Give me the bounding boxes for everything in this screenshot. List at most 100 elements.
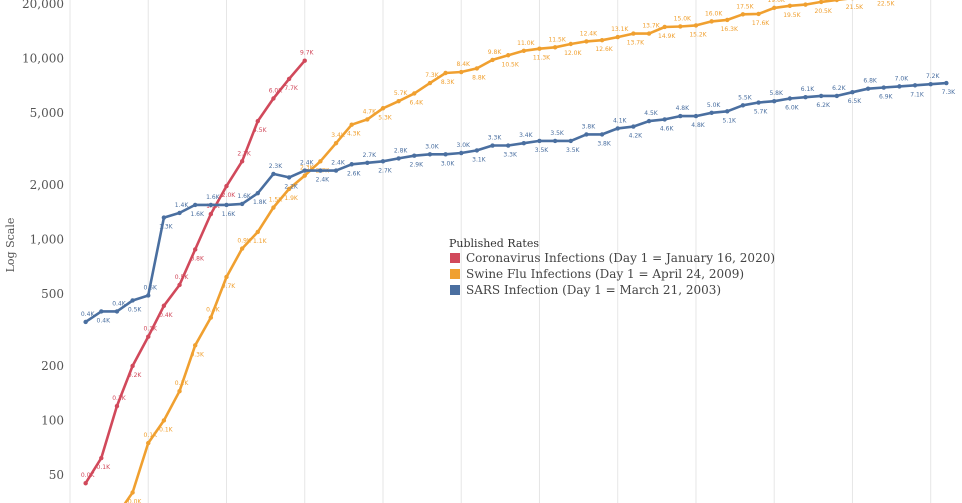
data-label: 9.8K (488, 49, 503, 56)
data-point (146, 293, 151, 298)
data-label: 3.0K (441, 160, 456, 167)
data-label: 0.5K (128, 306, 143, 313)
data-point (208, 202, 214, 208)
data-label: 8.8K (472, 74, 487, 81)
data-label: 13.7K (627, 40, 645, 47)
data-label: 3.1K (472, 156, 487, 163)
data-label: 6.2K (832, 85, 847, 92)
data-label: 4.8K (676, 105, 691, 112)
data-label: 12.0K (564, 50, 582, 57)
data-label: 1.6K (206, 194, 221, 201)
data-label: 7.3K (425, 72, 440, 79)
data-label: 4.3K (347, 131, 362, 138)
data-point (302, 173, 307, 178)
data-label: 1.5K (269, 197, 284, 204)
data-label: 13.7K (642, 23, 660, 30)
data-point (224, 183, 229, 189)
data-label: 5.5K (738, 94, 753, 101)
data-label: 2.4K (331, 160, 346, 167)
data-point (255, 229, 260, 235)
data-point (146, 440, 151, 446)
data-point (772, 98, 777, 104)
data-point (678, 24, 683, 29)
data-label: 4.1K (613, 117, 628, 124)
data-label: 15.2K (689, 31, 707, 38)
data-point (333, 168, 339, 173)
data-point (177, 282, 182, 288)
data-label: 3.4K (519, 132, 534, 139)
data-point (427, 152, 433, 157)
data-point (380, 159, 386, 164)
data-label: 2.4K (316, 177, 331, 184)
data-point (537, 46, 542, 51)
data-label: 4.7K (363, 108, 378, 115)
data-point (255, 118, 260, 124)
data-point (208, 211, 214, 217)
data-point (803, 95, 808, 100)
data-label: 6.2K (816, 102, 831, 109)
data-label: 13.1K (611, 26, 629, 33)
series-1: 0.0K0.1K0.1K0.2K0.3K0.4K0.5K0.8K1.3K2.0K… (81, 50, 315, 486)
data-label: 4.2K (629, 133, 644, 140)
data-label: 19.5K (783, 12, 801, 19)
data-point (318, 168, 323, 173)
data-label: 1.6K (190, 211, 205, 218)
data-label: 0.4K (97, 317, 112, 324)
data-point (443, 70, 448, 76)
data-point (239, 201, 245, 207)
y-tick-label: 20,000 (22, 0, 64, 11)
data-label: 3.5K (566, 147, 581, 154)
data-label: 6.0K (269, 88, 284, 95)
data-point (928, 81, 933, 87)
legend-swatch (450, 269, 460, 279)
y-tick-label: 500 (41, 287, 64, 301)
data-point (678, 113, 683, 119)
data-label: 0.5K (144, 284, 159, 291)
data-point (662, 24, 667, 30)
data-point (834, 0, 840, 3)
data-label: 21.5K (846, 4, 864, 11)
data-label: 11.5K (548, 36, 566, 43)
data-point (412, 153, 417, 158)
data-label: 2.4K (300, 160, 315, 167)
data-label: 6.4K (410, 99, 425, 106)
data-label: 0.5K (175, 274, 190, 281)
data-point (130, 490, 135, 495)
data-label: 1.6K (222, 211, 237, 218)
data-point (271, 171, 276, 177)
data-label: 2.6K (347, 170, 362, 177)
data-label: 0.4K (112, 300, 127, 307)
data-point (208, 315, 214, 320)
data-point (693, 113, 699, 119)
data-point (255, 190, 260, 196)
data-label: 1.3K (206, 203, 221, 210)
data-label: 19.0K (768, 0, 786, 4)
data-label: 4.5K (644, 110, 659, 117)
data-point (271, 96, 276, 101)
data-label: 6.1K (801, 86, 816, 93)
data-point (834, 93, 840, 99)
data-label: 22.5K (877, 1, 895, 8)
data-label: 1.1K (253, 238, 268, 245)
data-label: 7.1K (910, 91, 925, 98)
data-point (224, 202, 229, 208)
data-point (772, 5, 777, 11)
data-label: 0.1K (159, 426, 174, 433)
data-label: 4.5K (253, 127, 268, 134)
data-label: 3.4K (331, 132, 346, 139)
data-point (756, 100, 761, 105)
data-point (302, 168, 307, 173)
data-point (302, 58, 307, 63)
data-label: 16.0K (705, 10, 723, 17)
data-point (646, 118, 652, 124)
data-label: 6.8K (863, 78, 878, 85)
data-point (177, 389, 182, 394)
data-point (83, 319, 88, 325)
data-point (505, 53, 511, 58)
data-point (99, 455, 104, 461)
data-point (803, 2, 808, 7)
data-point (631, 31, 636, 36)
data-point (897, 84, 902, 89)
data-label: 1.6K (237, 193, 252, 200)
data-label: 0.9K (237, 238, 252, 245)
